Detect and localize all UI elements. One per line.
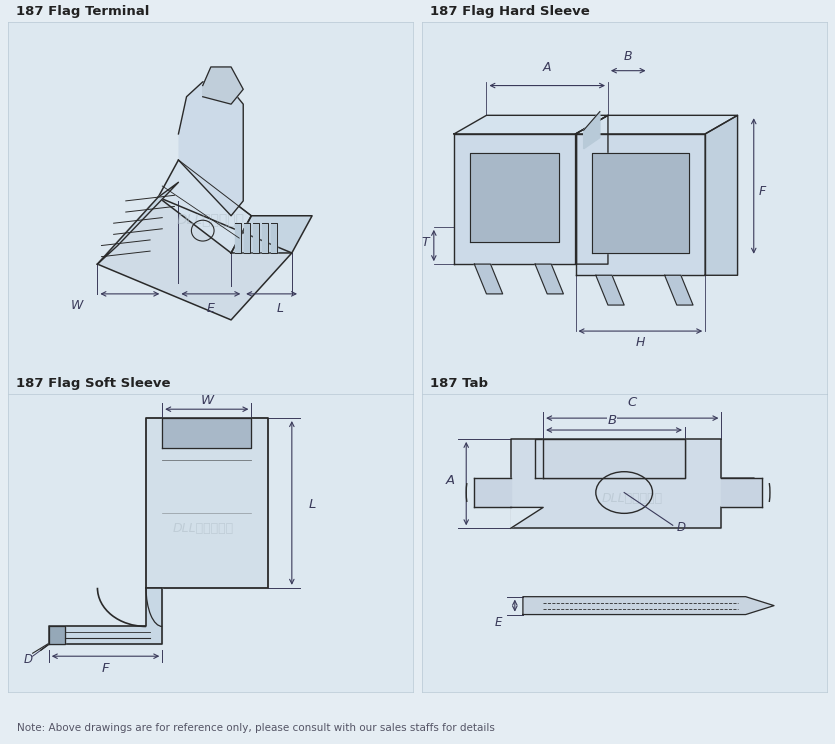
Polygon shape [262, 223, 268, 253]
Text: T: T [422, 236, 429, 248]
Polygon shape [253, 223, 259, 253]
Polygon shape [470, 153, 559, 242]
Text: F: F [102, 661, 109, 675]
Text: E: E [495, 617, 503, 629]
Text: F: F [758, 185, 766, 199]
Polygon shape [48, 626, 65, 644]
Polygon shape [535, 264, 564, 294]
Text: L: L [276, 302, 283, 315]
Text: E: E [207, 302, 215, 315]
Text: H: H [635, 336, 645, 349]
Polygon shape [575, 115, 737, 134]
Polygon shape [231, 216, 312, 253]
Polygon shape [575, 134, 705, 275]
Polygon shape [511, 439, 754, 528]
Text: B: B [607, 414, 616, 427]
Polygon shape [158, 160, 251, 253]
Polygon shape [454, 134, 575, 264]
Polygon shape [584, 112, 600, 149]
Text: 187 Flag Soft Sleeve: 187 Flag Soft Sleeve [17, 377, 171, 391]
Polygon shape [244, 223, 250, 253]
Text: 187 Flag Terminal: 187 Flag Terminal [17, 5, 149, 19]
Polygon shape [271, 223, 277, 253]
Polygon shape [98, 182, 179, 264]
Text: DLL德利接插件: DLL德利接插件 [602, 492, 663, 505]
Text: D: D [676, 522, 686, 534]
Polygon shape [592, 153, 689, 253]
Polygon shape [203, 67, 243, 104]
Polygon shape [48, 588, 162, 644]
Polygon shape [474, 478, 511, 507]
Polygon shape [98, 197, 292, 320]
Polygon shape [235, 223, 241, 253]
Text: 187 Flag Hard Sleeve: 187 Flag Hard Sleeve [430, 5, 590, 19]
Polygon shape [179, 82, 243, 216]
Polygon shape [596, 275, 625, 305]
Text: L: L [308, 498, 316, 511]
Polygon shape [162, 418, 251, 448]
Text: DLL德利接插件: DLL德利接插件 [594, 194, 655, 208]
Text: W: W [71, 298, 84, 312]
Text: 187 Tab: 187 Tab [430, 377, 488, 391]
Polygon shape [511, 507, 543, 528]
Text: W: W [200, 394, 214, 407]
Polygon shape [721, 478, 762, 507]
Text: B: B [624, 50, 633, 62]
Text: DLL德利接插件: DLL德利接插件 [172, 522, 233, 535]
Polygon shape [474, 264, 503, 294]
Polygon shape [454, 115, 608, 134]
Polygon shape [523, 597, 774, 615]
Text: Note: Above drawings are for reference only, please consult with our sales staff: Note: Above drawings are for reference o… [17, 723, 494, 733]
Text: DLL德利接插件: DLL德利接插件 [177, 213, 245, 226]
Polygon shape [543, 439, 685, 478]
Polygon shape [665, 275, 693, 305]
Polygon shape [705, 115, 737, 275]
Polygon shape [535, 439, 685, 478]
Text: C: C [628, 397, 637, 409]
Polygon shape [575, 115, 608, 264]
Text: D: D [24, 652, 33, 666]
Text: A: A [543, 61, 551, 74]
Polygon shape [146, 418, 267, 588]
Text: A: A [445, 474, 454, 487]
